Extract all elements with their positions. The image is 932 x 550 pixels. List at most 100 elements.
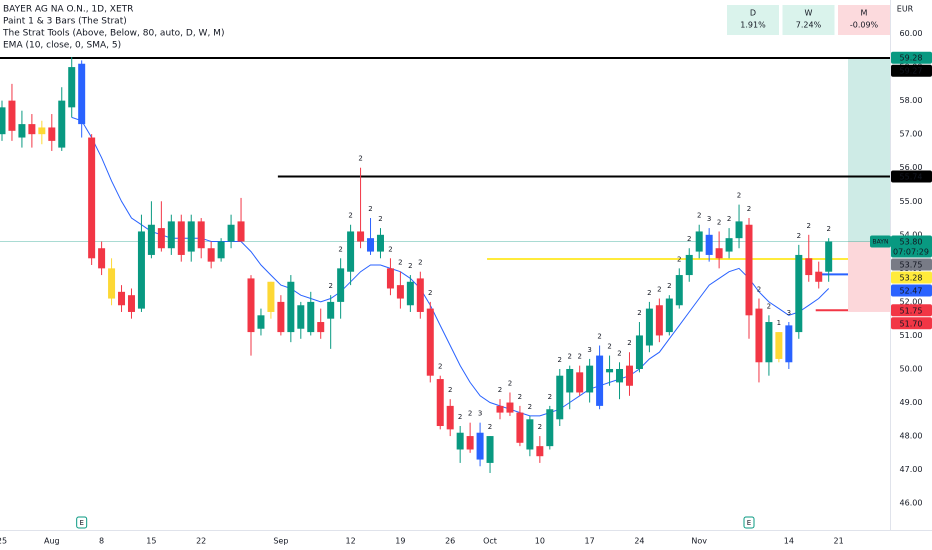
strat-label: 2 — [567, 353, 571, 361]
candle-body — [576, 372, 584, 393]
candle-body — [197, 221, 205, 249]
price-tag-label: 52.47 — [900, 287, 923, 296]
y-tick-label: 55.00 — [900, 197, 923, 206]
x-tick-label: 22 — [196, 537, 206, 546]
position-profit-zone — [848, 57, 890, 242]
candle-body — [785, 325, 793, 363]
change-period: M — [861, 9, 868, 18]
strat-label: 2 — [697, 212, 701, 220]
price-tag-label: 53.28 — [900, 274, 923, 283]
strat-label: 2 — [498, 386, 502, 394]
candle-body — [815, 271, 823, 282]
strat-label: 2 — [378, 215, 382, 223]
candle-body — [38, 127, 46, 135]
position-loss-zone — [848, 241, 890, 312]
strat-label: 2 — [627, 339, 631, 347]
strat-label: 2 — [538, 423, 542, 431]
currency-label: EUR — [897, 5, 914, 14]
y-tick-label: 57.00 — [900, 130, 923, 139]
candle-body — [546, 409, 554, 447]
candle-body — [795, 254, 803, 333]
candle-body — [307, 301, 315, 333]
candle-body — [516, 412, 524, 443]
x-tick-label: 19 — [395, 537, 405, 546]
strat-label: 2 — [826, 225, 830, 233]
strat-label: 2 — [727, 215, 731, 223]
candle-body — [755, 308, 763, 363]
candle-body — [496, 405, 504, 413]
candle-body — [237, 221, 245, 242]
symbol-tag — [870, 235, 891, 248]
event-marker — [743, 516, 755, 529]
price-tag-label: 51.75 — [900, 306, 923, 315]
strat-label: 2 — [767, 302, 771, 310]
strat-label: 2 — [488, 423, 492, 431]
strat-label: 2 — [508, 379, 512, 387]
candle-body — [327, 301, 335, 319]
candle-body — [396, 285, 404, 299]
price-tag — [891, 304, 932, 317]
candle-body — [466, 436, 474, 450]
event-label: E — [79, 519, 83, 527]
candle-body — [98, 248, 106, 269]
strat-label: 2 — [657, 286, 661, 294]
candle-body — [227, 224, 235, 242]
x-tick-label: 15 — [146, 537, 156, 546]
strat-label: 3 — [787, 309, 791, 317]
chart-title: BAYER AG NA O.N., 1D, XETR — [3, 5, 133, 15]
candle-body — [715, 248, 723, 259]
countdown-label: 07:07:29 — [893, 248, 929, 257]
y-tick-label: 47.00 — [900, 465, 923, 474]
price-tag — [891, 271, 932, 284]
strat-label: 2 — [518, 393, 522, 401]
plot-area: 46.0047.0048.0049.0050.0051.0052.0053.00… — [0, 5, 932, 546]
candle-body — [526, 419, 534, 450]
x-tick-label: 14 — [784, 537, 794, 546]
strat-label: 2 — [577, 353, 581, 361]
candle-body — [735, 221, 743, 239]
y-tick-label: 56.00 — [900, 163, 923, 172]
candle-body — [277, 301, 285, 333]
candle-body — [645, 308, 653, 346]
candle-body — [167, 221, 175, 249]
price-tag — [891, 170, 932, 183]
symbol-tag-label: BAYN — [873, 239, 889, 246]
change-value: 1.91% — [740, 21, 766, 30]
x-tick-label: 8 — [99, 537, 104, 546]
candle-body — [446, 405, 454, 430]
change-period: D — [750, 9, 756, 18]
candle-body — [58, 100, 66, 148]
y-tick-label: 51.00 — [900, 331, 923, 340]
candle-body — [456, 432, 464, 450]
strat-label: 2 — [558, 356, 562, 364]
price-tag — [891, 258, 932, 271]
candle-body — [745, 224, 753, 316]
candle-body — [137, 231, 145, 309]
x-tick-label: Sep — [273, 537, 288, 546]
strat-label: 2 — [408, 262, 412, 270]
x-tick-label: Aug — [44, 537, 60, 546]
candle-body — [217, 241, 225, 259]
y-tick-label: 49.00 — [900, 398, 923, 407]
candle-body — [48, 127, 56, 141]
strat-label: 3 — [478, 410, 482, 418]
strat-label: 2 — [528, 403, 532, 411]
candle-body — [78, 63, 86, 125]
x-tick-label: 26 — [445, 537, 455, 546]
strat-label: 2 — [428, 289, 432, 297]
candle-body — [297, 305, 305, 329]
y-tick-label: 54.00 — [900, 230, 923, 239]
strat-label: 2 — [667, 282, 671, 290]
candle-body — [825, 241, 833, 272]
candle-body — [28, 124, 36, 135]
strat-label: 2 — [747, 205, 751, 213]
strat-label: 2 — [388, 245, 392, 253]
price-tag-label: 55.74 — [900, 172, 923, 181]
candle-body — [685, 254, 693, 276]
candle-body — [625, 365, 633, 386]
candle-body — [18, 124, 26, 138]
strat-label: 2 — [807, 222, 811, 230]
strat-label: 2 — [617, 349, 621, 357]
strat-label: 2 — [797, 232, 801, 240]
